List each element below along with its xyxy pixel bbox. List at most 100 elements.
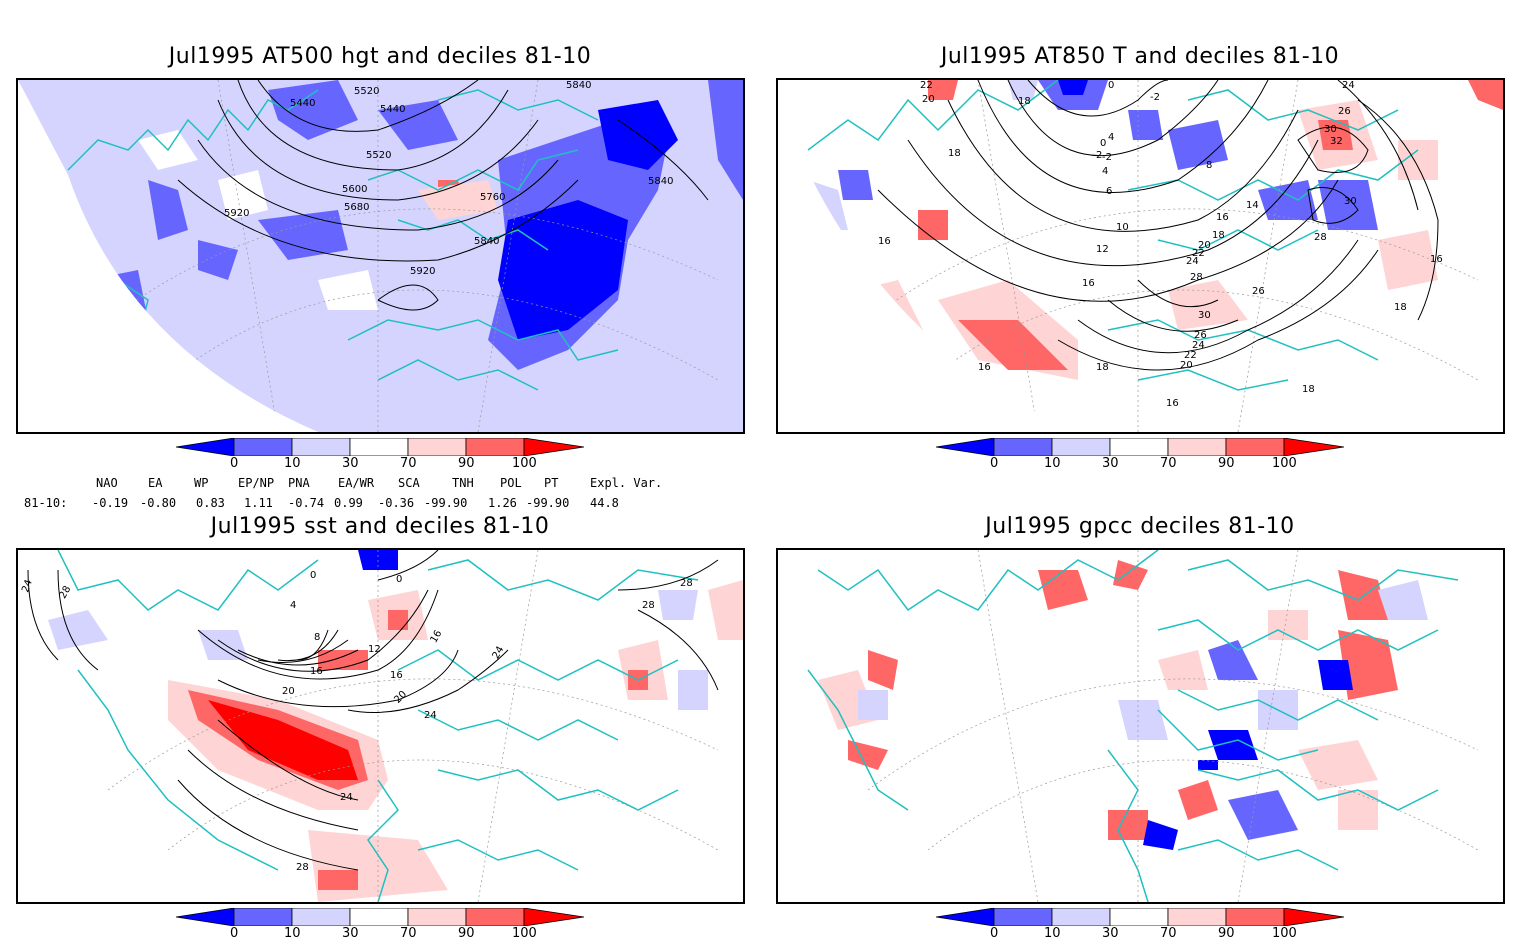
colorbar-swatch: [407, 907, 467, 927]
contour-label: 6: [1106, 186, 1112, 197]
contour-label: 30: [1198, 310, 1211, 321]
colorbar-z500: 0 10 30 70 90 100: [175, 437, 586, 478]
contour-label: 26: [1194, 330, 1207, 341]
decile-shading: [48, 550, 743, 902]
contour-label: 5920: [224, 208, 249, 219]
contour-label: 18: [1096, 362, 1109, 373]
colorbar-tick-label: 90: [1218, 456, 1235, 471]
contour-label: 24: [340, 792, 353, 803]
contour-label: 16: [390, 670, 403, 681]
graticule: [107, 550, 719, 902]
colorbar-swatch: [291, 907, 351, 927]
colorbar-swatch: [349, 907, 409, 927]
index-header: PNA: [288, 476, 310, 490]
contour-label: 0: [310, 570, 316, 581]
panel-title-z500: Jul1995 AT500 hgt and deciles 81-10: [168, 44, 592, 69]
colorbar-t850: 0 10 30 70 90 100: [935, 437, 1346, 478]
index-header: SCA: [398, 476, 420, 490]
coastlines: [57, 550, 699, 902]
indices-row-label: 81-10:: [24, 496, 68, 510]
index-value: -0.74: [288, 496, 325, 510]
colorbar-swatch: [1167, 907, 1227, 927]
index-value: -0.80: [140, 496, 177, 510]
contour-label: 22: [1184, 350, 1197, 361]
contour-label: 16: [978, 362, 991, 373]
contour-label: 10: [1116, 222, 1129, 233]
colorbar-tick-label: 10: [1044, 926, 1061, 941]
contour-label: 4: [290, 600, 296, 611]
contour-label: 5840: [474, 236, 499, 247]
index-header: WP: [194, 476, 209, 490]
contour-label: 12: [368, 644, 381, 655]
colorbar-tick-label: 10: [1044, 456, 1061, 471]
contour-label: 20: [282, 686, 295, 697]
colorbar-swatches: [935, 907, 1345, 927]
contour-label: 5440: [380, 104, 405, 115]
colorbar-tick-label: 70: [400, 926, 417, 941]
colorbar-tick-label: 70: [1160, 926, 1177, 941]
contour-label: 22: [1192, 248, 1205, 259]
contour-labels: 5440 5520 5840 5440 5520 5600 5680 5760 …: [224, 80, 673, 277]
index-header: TNH: [452, 476, 474, 490]
colorbar-arrow-low: [935, 437, 995, 457]
colorbar-tick-label: 0: [230, 926, 239, 941]
colorbar-swatch: [233, 907, 293, 927]
map-panel-gpcc: [776, 548, 1505, 904]
contour-label: 20: [1198, 240, 1211, 251]
colorbar-swatch: [1167, 437, 1227, 457]
colorbar-tick-label: 100: [512, 456, 537, 471]
colorbar-tick-label: 10: [284, 456, 301, 471]
contour-label: 5680: [344, 202, 369, 213]
contour-label: 5840: [566, 80, 591, 91]
map-panel-t850: 22 20 18 16 16 18 0 -2 4 2 0 -2 4 8 6 10…: [776, 78, 1505, 434]
contour-label: 24: [20, 578, 35, 594]
graticule: [867, 80, 1479, 432]
colorbar-tick-label: 90: [458, 926, 475, 941]
map-panel-z500: 5440 5520 5840 5440 5520 5600 5680 5760 …: [16, 78, 745, 434]
panel-title-sst: Jul1995 sst and deciles 81-10: [210, 514, 550, 539]
coastlines: [807, 550, 1459, 902]
decile-shading: [818, 560, 1428, 850]
contour-label: 24: [1186, 256, 1199, 267]
contour-label: 4: [1108, 132, 1114, 143]
index-value: 1.11: [244, 496, 273, 510]
contour-label: 28: [642, 600, 655, 611]
contour-label: 8: [1206, 160, 1212, 171]
contour-label: 2: [1096, 150, 1102, 161]
colorbar-swatch: [349, 437, 409, 457]
colorbar-swatch: [233, 437, 293, 457]
contour-label: 14: [1246, 200, 1259, 211]
contour-label: 20: [1180, 360, 1193, 371]
contour-label: 16: [1216, 212, 1229, 223]
contour-label: 22: [920, 80, 933, 91]
contour-label: 5840: [648, 176, 673, 187]
index-value: 0.83: [196, 496, 225, 510]
contour-label: 16: [310, 666, 323, 677]
contour-label: -2: [1150, 92, 1160, 103]
contour-label: 18: [1018, 96, 1031, 107]
colorbar-swatch: [993, 907, 1053, 927]
colorbar-arrow-high: [1283, 907, 1345, 927]
contour-label: 5520: [366, 150, 391, 161]
contour-label: 20: [392, 689, 409, 706]
contour-label: 5520: [354, 86, 379, 97]
colorbar-tick-label: 90: [1218, 926, 1235, 941]
colorbar-swatch: [1225, 437, 1285, 457]
index-value: 44.8: [590, 496, 619, 510]
colorbar-tick-label: 0: [990, 926, 999, 941]
contour-label: 5600: [342, 184, 367, 195]
colorbar-tick-label: 0: [230, 456, 239, 471]
index-value: -0.36: [378, 496, 415, 510]
map-panel-sst: 24 28 0 0 4 8 12 16 16 20 20 24 24 28 28…: [16, 548, 745, 904]
colorbar-arrow-low: [175, 437, 235, 457]
index-header: EA/WR: [338, 476, 375, 490]
colorbar-swatch: [465, 907, 525, 927]
colorbar-swatch: [1225, 907, 1285, 927]
contour-label: 26: [1252, 286, 1265, 297]
index-value: -99.90: [424, 496, 468, 510]
colorbar-tick-label: 70: [1160, 456, 1177, 471]
contour-label: 16: [1082, 278, 1095, 289]
indices-value-row: 81-10: -0.19 -0.80 0.83 1.11 -0.74 0.99 -0.36-…: [0, 496, 760, 512]
colorbar-tick-label: 90: [458, 456, 475, 471]
contour-label: 0: [1108, 80, 1114, 91]
